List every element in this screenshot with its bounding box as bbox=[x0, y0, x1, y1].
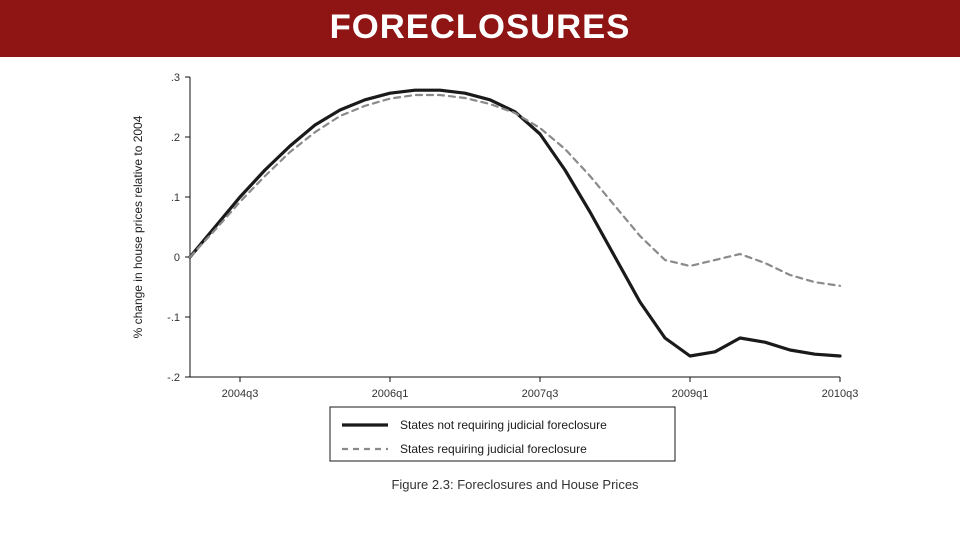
chart-container: -.2 -.1 0 .1 .2 .3 % change in house prices re… bbox=[100, 57, 860, 517]
legend-label-non_judicial: States not requiring judicial foreclosur… bbox=[400, 418, 607, 432]
y-tick-label: 0 bbox=[174, 252, 180, 264]
x-tick-label: 2004q3 bbox=[222, 388, 259, 400]
x-tick-label: 2007q3 bbox=[522, 388, 559, 400]
page-title: FORECLOSURES bbox=[330, 8, 631, 46]
figure-caption: Figure 2.3: Foreclosures and House Price… bbox=[391, 477, 639, 492]
y-tick-label: -.2 bbox=[167, 372, 180, 384]
y-axis-title: % change in house prices relative to 200… bbox=[131, 115, 145, 338]
title-bar: FORECLOSURES bbox=[0, 0, 960, 57]
y-tick-label: .2 bbox=[171, 132, 180, 144]
x-tick-label: 2010q3 bbox=[822, 388, 859, 400]
y-tick-label: -.1 bbox=[167, 312, 180, 324]
x-tick-label: 2006q1 bbox=[372, 388, 409, 400]
y-tick-label: .3 bbox=[171, 72, 180, 84]
legend-label-judicial: States requiring judicial foreclosure bbox=[400, 442, 587, 456]
x-tick-label: 2009q1 bbox=[672, 388, 709, 400]
y-tick-label: .1 bbox=[171, 192, 180, 204]
foreclosures-line-chart: -.2 -.1 0 .1 .2 .3 % change in house prices re… bbox=[100, 57, 860, 517]
